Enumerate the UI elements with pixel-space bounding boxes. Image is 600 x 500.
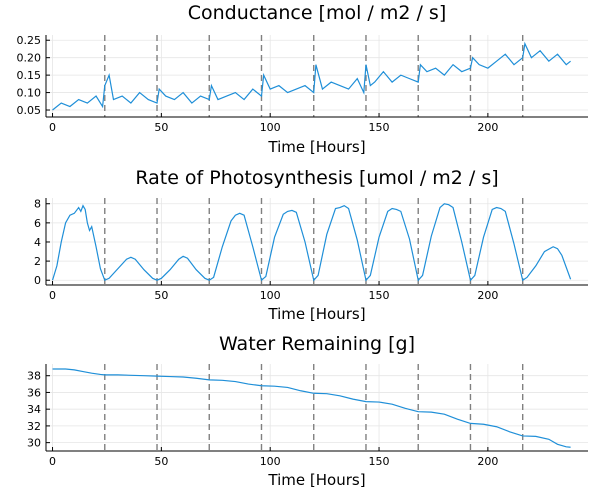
conductance-series-line [52, 41, 571, 111]
water-title: Water Remaining [g] [219, 333, 415, 355]
water-xtick-label: 150 [369, 455, 390, 468]
water-xtick-label: 0 [49, 455, 56, 468]
water-ytick-label: 30 [27, 437, 41, 450]
conductance-xtick-label: 200 [477, 121, 498, 134]
photosynthesis-xtick-label: 150 [369, 289, 390, 302]
water-series-line [52, 368, 571, 448]
conductance-title: Conductance [mol / m2 / s] [188, 2, 447, 24]
photosynthesis-xtick-label: 0 [49, 289, 56, 302]
conductance-panel: 0 50 100 150 200 0.05 0.10 0.15 0.20 0.25 Conducta… [17, 2, 588, 156]
conductance-ytick-label: 0.25 [17, 34, 42, 47]
conductance-xtick-label: 50 [154, 121, 168, 134]
conductance-ytick-label: 0.20 [17, 52, 42, 65]
water-ytick-label: 38 [27, 370, 41, 383]
water-ytick-label: 32 [27, 420, 41, 433]
water-ytick-label: 36 [27, 386, 41, 399]
conductance-ytick-label: 0.10 [17, 87, 42, 100]
photosynthesis-xtick-label: 50 [154, 289, 168, 302]
water-xlabel: Time [Hours] [267, 471, 365, 489]
water-xtick-label: 50 [154, 455, 168, 468]
conductance-xtick-label: 100 [260, 121, 281, 134]
photosynthesis-xtick-label: 100 [260, 289, 281, 302]
conductance-ytick-label: 0.05 [17, 104, 42, 117]
water-ytick-label: 34 [27, 403, 41, 416]
conductance-xtick-label: 0 [49, 121, 56, 134]
conductance-xtick-label: 150 [369, 121, 390, 134]
photosynthesis-xlabel: Time [Hours] [267, 305, 365, 323]
photosynthesis-panel: 0 50 100 150 200 0 2 4 6 8 Rate of Photosynthesis … [34, 167, 588, 323]
photosynthesis-xtick-label: 200 [477, 289, 498, 302]
photosynthesis-ytick-label: 6 [34, 217, 41, 230]
water-xtick-label: 200 [477, 455, 498, 468]
conductance-xlabel: Time [Hours] [267, 138, 365, 156]
photosynthesis-series-line [51, 203, 572, 282]
water-xtick-label: 100 [260, 455, 281, 468]
photosynthesis-ytick-label: 2 [34, 255, 41, 268]
conductance-ytick-label: 0.15 [17, 69, 42, 82]
photosynthesis-ytick-label: 8 [34, 198, 41, 211]
water-panel: 0 50 100 150 200 30 32 34 36 38 Water Remaining [g… [27, 333, 588, 489]
photosynthesis-ytick-label: 4 [34, 236, 41, 249]
photosynthesis-ytick-label: 0 [34, 274, 41, 287]
photosynthesis-title: Rate of Photosynthesis [umol / m2 / s] [135, 167, 498, 189]
